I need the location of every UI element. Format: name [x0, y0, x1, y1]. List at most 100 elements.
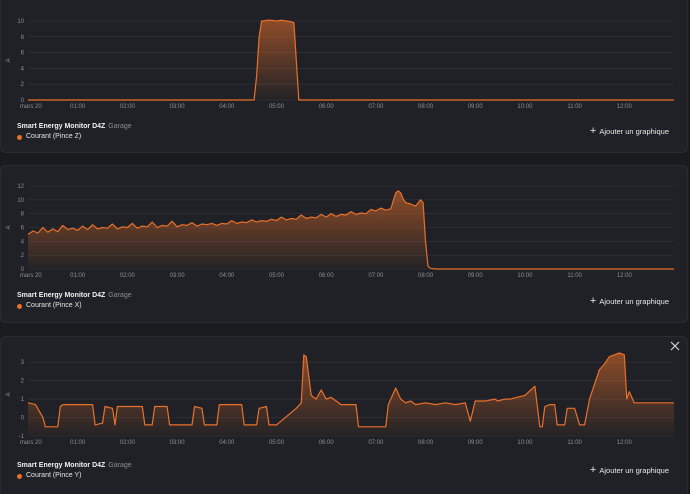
room-name: Garage [108, 123, 132, 130]
device-name: Smart Energy Monitor D4Z [17, 462, 106, 469]
chart-legend: Smart Energy Monitor D4Z Garage Courant (… [17, 291, 132, 311]
x-tick-label: 04:00 [219, 440, 235, 446]
y-tick-label: 10 [17, 19, 24, 25]
y-tick-label: 0 [21, 98, 25, 104]
y-tick-label: 4 [21, 66, 25, 72]
series-line [28, 19, 674, 101]
series-name: Courant (Pince X) [26, 302, 82, 309]
x-tick-label: 06:00 [319, 273, 335, 279]
x-tick-label: 08:00 [418, 440, 434, 446]
x-tick-label: 04:00 [219, 104, 235, 110]
series-area [28, 190, 674, 269]
y-tick-label: 0 [21, 416, 25, 422]
series-color-dot [17, 303, 22, 309]
x-tick-label: 09:00 [468, 104, 484, 110]
x-tick-label: 10:00 [517, 440, 533, 446]
x-tick-label: 05:00 [269, 104, 285, 110]
close-icon[interactable] [669, 340, 681, 352]
chart-legend: Smart Energy Monitor D4Z Garage Courant (… [17, 122, 132, 142]
add-graph-button[interactable]: + Ajouter un graphique [589, 295, 669, 307]
device-name: Smart Energy Monitor D4Z [17, 123, 106, 130]
x-tick-label: 12:00 [617, 440, 633, 446]
add-graph-button[interactable]: + Ajouter un graphique [589, 464, 669, 476]
y-axis-unit: A [6, 225, 12, 229]
x-tick-label: 01:00 [70, 440, 86, 446]
x-tick-label: 05:00 [269, 440, 285, 446]
x-tick-label: mars 20 [20, 440, 42, 446]
series-name: Courant (Pince Z) [26, 133, 82, 140]
y-tick-label: 0 [21, 267, 25, 273]
plus-icon: + [589, 295, 597, 307]
y-tick-label: -1 [19, 434, 25, 440]
x-tick-label: 07:00 [368, 440, 384, 446]
x-tick-label: 12:00 [617, 104, 633, 110]
series-area [28, 20, 674, 101]
series-line [27, 190, 674, 270]
x-tick-label: 06:00 [319, 440, 335, 446]
series-name: Courant (Pince Y) [26, 472, 82, 479]
add-graph-label: Ajouter un graphique [599, 296, 669, 306]
x-tick-label: 10:00 [517, 104, 533, 110]
series-area [28, 353, 674, 436]
y-axis-unit: A [6, 58, 12, 62]
plus-icon: + [589, 125, 597, 137]
add-graph-label: Ajouter un graphique [599, 126, 669, 136]
y-tick-label: 2 [21, 379, 25, 385]
y-tick-label: 8 [21, 212, 25, 218]
x-tick-label: 02:00 [120, 273, 136, 279]
x-tick-label: 03:00 [170, 104, 186, 110]
legend-series-item[interactable]: Courant (Pince Z) [17, 132, 132, 142]
y-tick-label: 4 [21, 239, 25, 245]
room-name: Garage [108, 462, 132, 469]
x-tick-label: 03:00 [170, 273, 186, 279]
x-tick-label: 04:00 [219, 273, 235, 279]
y-tick-label: 3 [21, 360, 25, 366]
chart-legend: Smart Energy Monitor D4Z Garage Courant (… [17, 461, 132, 481]
x-tick-label: 08:00 [418, 104, 434, 110]
x-tick-label: 07:00 [368, 273, 384, 279]
x-tick-label: 08:00 [418, 273, 434, 279]
x-tick-label: 10:00 [517, 273, 533, 279]
y-tick-label: 1 [21, 397, 25, 403]
y-tick-label: 2 [21, 82, 25, 88]
x-tick-label: mars 20 [20, 104, 42, 110]
x-tick-label: 12:00 [617, 273, 633, 279]
x-tick-label: 11:00 [567, 273, 582, 279]
x-tick-label: 06:00 [319, 104, 335, 110]
y-tick-label: 2 [21, 253, 25, 259]
x-tick-label: 05:00 [269, 273, 285, 279]
x-tick-label: 09:00 [468, 273, 484, 279]
y-axis-unit: A [6, 392, 12, 396]
legend-series-item[interactable]: Courant (Pince X) [17, 301, 132, 311]
legend-series-item[interactable]: Courant (Pince Y) [17, 471, 132, 481]
x-tick-label: 07:00 [368, 104, 384, 110]
x-tick-label: 11:00 [567, 104, 582, 110]
series-line [27, 352, 674, 428]
y-tick-label: 6 [21, 51, 25, 57]
add-graph-button[interactable]: + Ajouter un graphique [589, 125, 669, 137]
x-tick-label: 02:00 [120, 440, 136, 446]
y-tick-label: 6 [21, 226, 25, 232]
y-tick-label: 8 [21, 35, 25, 41]
plus-icon: + [589, 464, 597, 476]
series-color-dot [17, 473, 22, 479]
series-color-dot [17, 134, 22, 140]
x-tick-label: 03:00 [170, 440, 186, 446]
device-name: Smart Energy Monitor D4Z [17, 292, 106, 299]
room-name: Garage [108, 292, 132, 299]
x-tick-label: 02:00 [120, 104, 136, 110]
add-graph-label: Ajouter un graphique [599, 465, 669, 475]
x-tick-label: 01:00 [70, 104, 86, 110]
y-tick-label: 12 [17, 184, 24, 190]
x-tick-label: 09:00 [468, 440, 484, 446]
x-tick-label: 01:00 [70, 273, 86, 279]
x-tick-label: mars 20 [20, 273, 42, 279]
x-tick-label: 11:00 [567, 440, 582, 446]
y-tick-label: 10 [17, 198, 24, 204]
